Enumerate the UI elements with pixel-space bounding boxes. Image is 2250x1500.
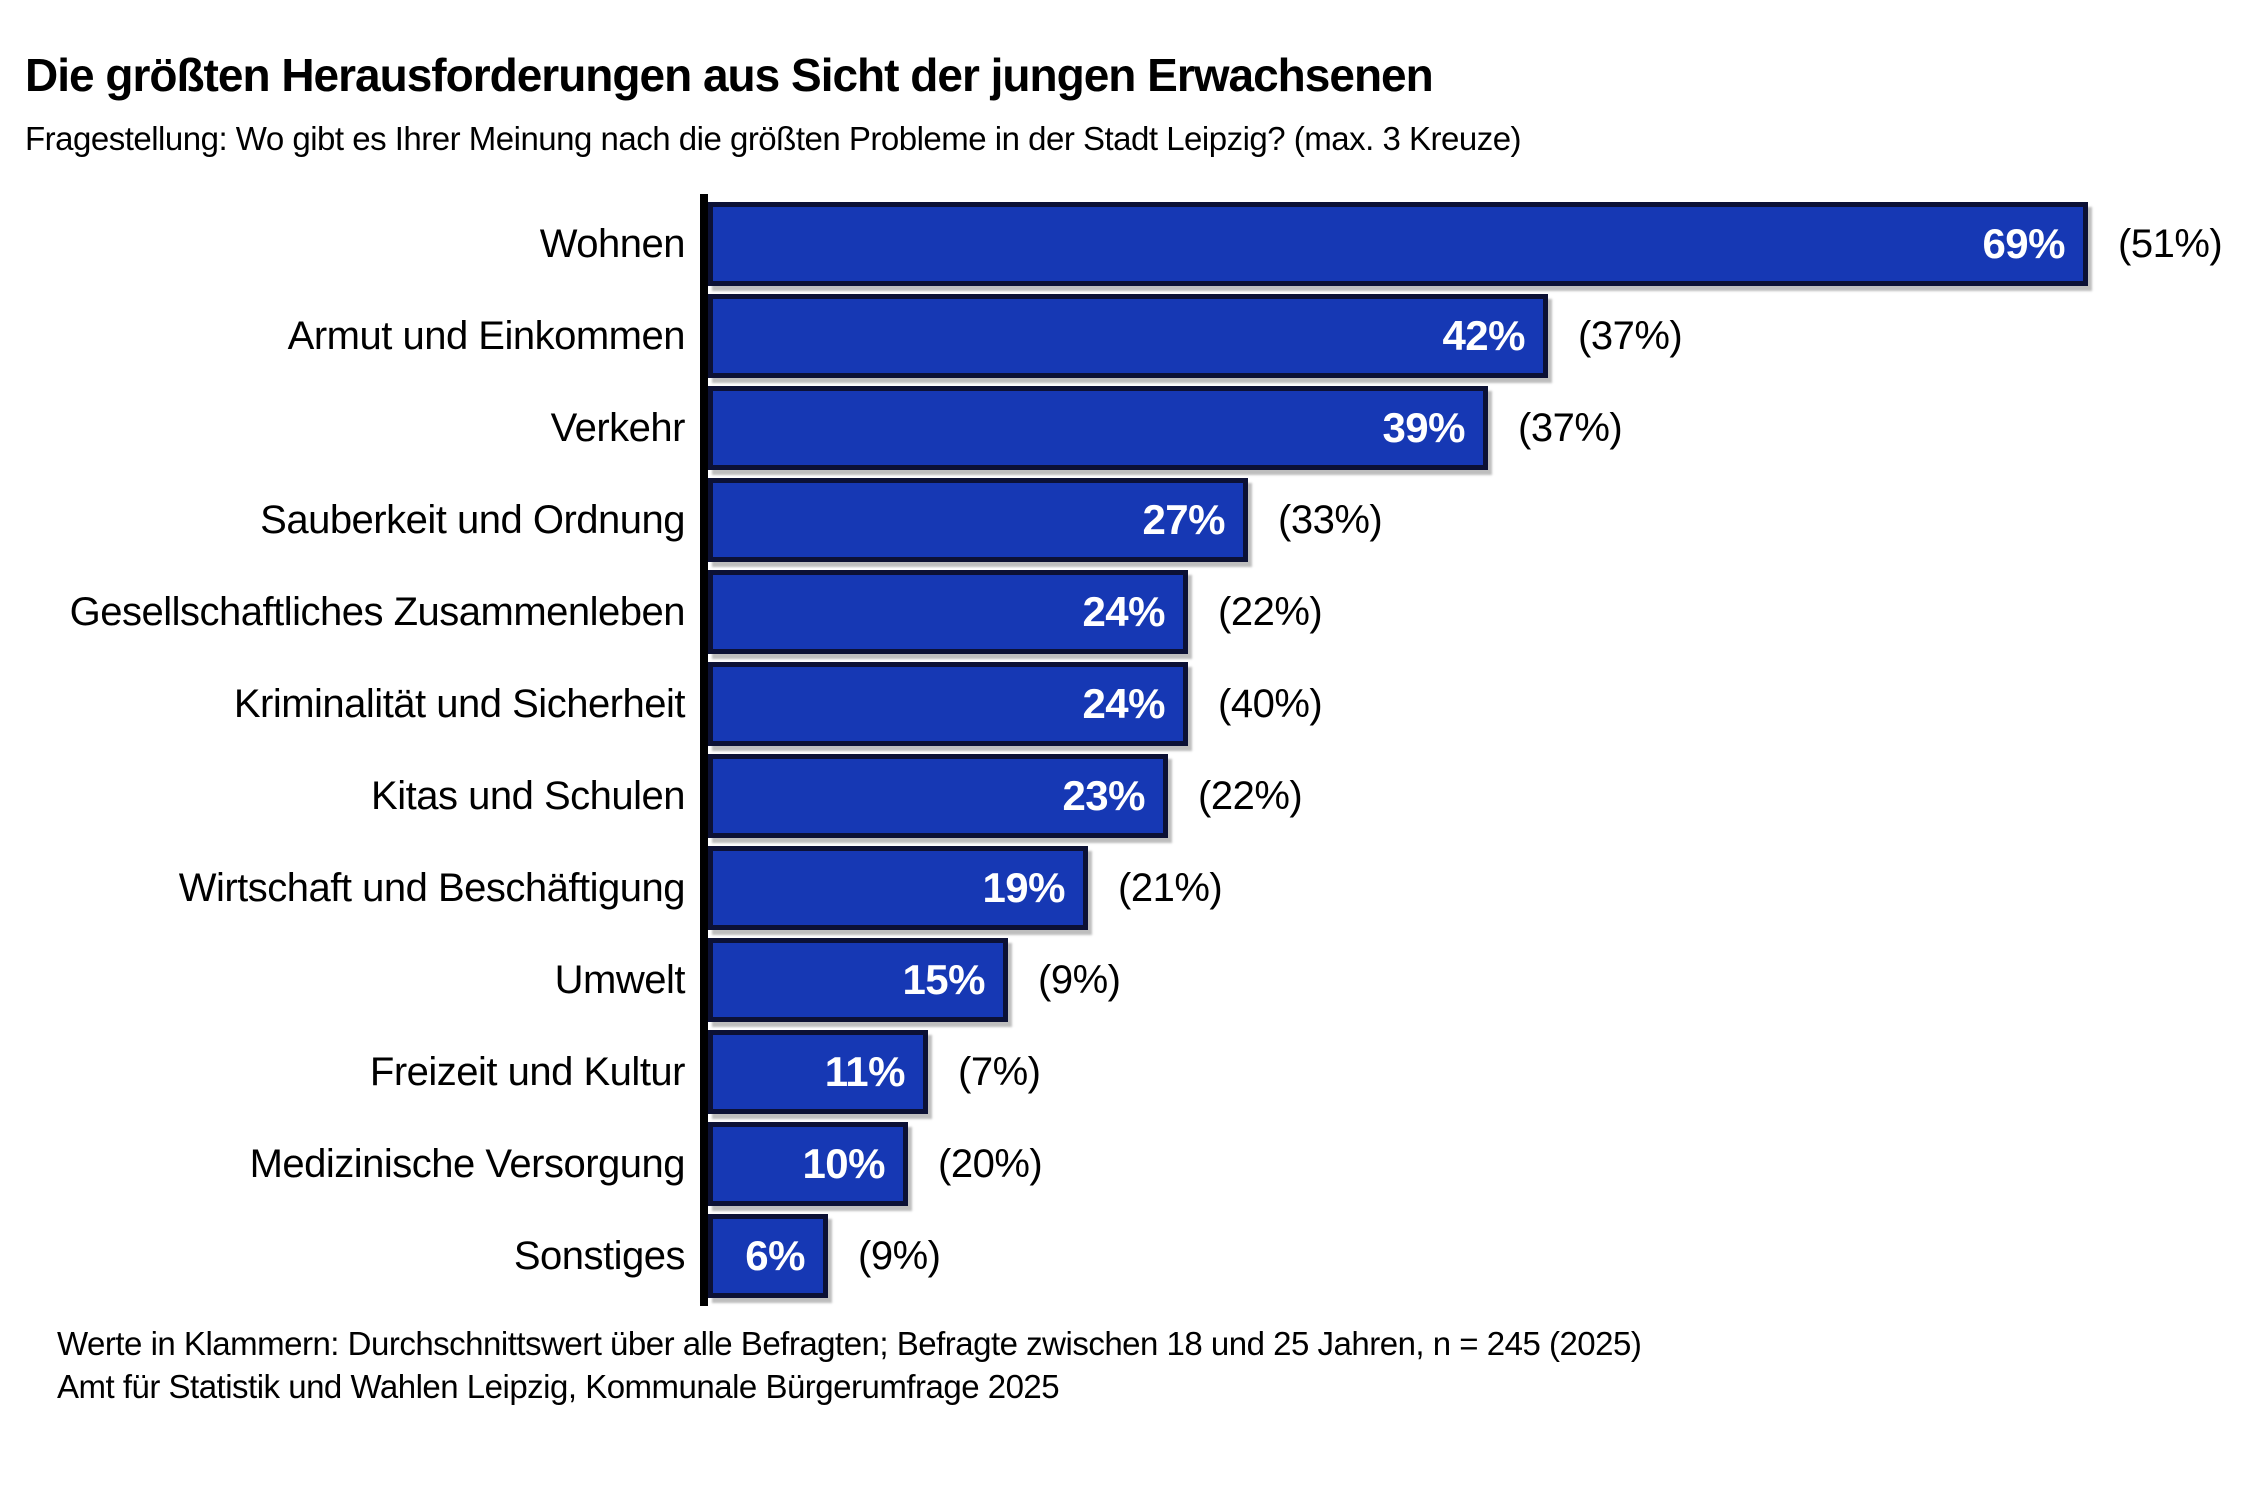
category-label: Armut und Einkommen (287, 313, 686, 358)
bar: 42% (708, 294, 1548, 378)
category-label: Verkehr (550, 405, 686, 450)
average-annotation: (22%) (1198, 773, 1303, 818)
average-annotation: (21%) (1118, 865, 1223, 910)
bar: 11% (708, 1030, 928, 1114)
category-label: Wirtschaft und Beschäftigung (178, 865, 686, 910)
category-label: Sonstiges (513, 1233, 686, 1278)
category-label: Kriminalität und Sicherheit (233, 681, 686, 726)
y-axis-line (700, 194, 708, 1306)
bar-row: Sauberkeit und Ordnung 27% (33%) (0, 474, 2250, 566)
bar: 15% (708, 938, 1008, 1022)
bar: 6% (708, 1214, 828, 1298)
bar-value-label: 15% (902, 956, 985, 1003)
bar-value-label: 39% (1382, 404, 1465, 451)
bar-rows: Wohnen 69% (51%) Armut und Einkommen 42% (37%… (0, 198, 2250, 1302)
bar-value-label: 24% (1082, 588, 1165, 635)
bar: 39% (708, 386, 1488, 470)
bar-zone: 11% (7%) (708, 1030, 2250, 1114)
bar-row: Kitas und Schulen 23% (22%) (0, 750, 2250, 842)
bar-row: Sonstiges 6% (9%) (0, 1210, 2250, 1302)
bar-row: Gesellschaftliches Zusammenleben 24% (22%) (0, 566, 2250, 658)
footnote-line-1: Werte in Klammern: Durchschnittswert übe… (57, 1325, 1642, 1362)
bar-row: Wirtschaft und Beschäftigung 19% (21%) (0, 842, 2250, 934)
bar-row: Wohnen 69% (51%) (0, 198, 2250, 290)
category-label: Umwelt (554, 957, 686, 1002)
bar-value-label: 11% (824, 1048, 906, 1095)
category-label: Kitas und Schulen (371, 773, 685, 818)
category-label: Freizeit und Kultur (369, 1049, 686, 1094)
category-label: Wohnen (539, 221, 686, 266)
average-annotation: (37%) (1578, 313, 1683, 358)
bar: 24% (708, 662, 1188, 746)
bar: 19% (708, 846, 1088, 930)
category-label: Sauberkeit und Ordnung (260, 497, 685, 542)
bar-row: Medizinische Versorgung 10% (20%) (0, 1118, 2250, 1210)
bar-zone: 69% (51%) (708, 202, 2250, 286)
average-annotation: (33%) (1278, 497, 1383, 542)
bar-zone: 19% (21%) (708, 846, 2250, 930)
bar-value-label: 10% (802, 1140, 885, 1187)
average-annotation: (40%) (1218, 681, 1323, 726)
bar-row: Freizeit und Kultur 11% (7%) (0, 1026, 2250, 1118)
bar-value-label: 6% (745, 1232, 805, 1279)
bar-row: Umwelt 15% (9%) (0, 934, 2250, 1026)
bar-value-label: 23% (1062, 772, 1145, 819)
bar-zone: 6% (9%) (708, 1214, 2250, 1298)
bar-row: Verkehr 39% (37%) (0, 382, 2250, 474)
bar-value-label: 27% (1142, 496, 1225, 543)
bar-value-label: 42% (1442, 312, 1525, 359)
average-annotation: (9%) (858, 1233, 941, 1278)
bar-zone: 39% (37%) (708, 386, 2250, 470)
average-annotation: (20%) (938, 1141, 1043, 1186)
bar: 10% (708, 1122, 908, 1206)
bar-zone: 42% (37%) (708, 294, 2250, 378)
average-annotation: (9%) (1038, 957, 1121, 1002)
category-label: Gesellschaftliches Zusammenleben (69, 589, 686, 634)
average-annotation: (22%) (1218, 589, 1323, 634)
chart-footnote: Werte in Klammern: Durchschnittswert übe… (57, 1322, 1642, 1408)
bar-row: Armut und Einkommen 42% (37%) (0, 290, 2250, 382)
bar-zone: 24% (22%) (708, 570, 2250, 654)
category-label: Medizinische Versorgung (249, 1141, 686, 1186)
bar: 69% (708, 202, 2088, 286)
bar-chart: Wohnen 69% (51%) Armut und Einkommen 42% (37%… (0, 194, 2250, 1306)
bar-value-label: 24% (1082, 680, 1165, 727)
bar-value-label: 69% (1982, 220, 2065, 267)
average-annotation: (7%) (958, 1049, 1041, 1094)
bar-row: Kriminalität und Sicherheit 24% (40%) (0, 658, 2250, 750)
chart-title: Die größten Herausforderungen aus Sicht … (25, 49, 1434, 101)
bar: 23% (708, 754, 1168, 838)
bar: 24% (708, 570, 1188, 654)
average-annotation: (37%) (1518, 405, 1623, 450)
bar-zone: 27% (33%) (708, 478, 2250, 562)
bar-zone: 23% (22%) (708, 754, 2250, 838)
bar: 27% (708, 478, 1248, 562)
bar-value-label: 19% (982, 864, 1065, 911)
bar-zone: 24% (40%) (708, 662, 2250, 746)
bar-zone: 10% (20%) (708, 1122, 2250, 1206)
footnote-line-2: Amt für Statistik und Wahlen Leipzig, Ko… (57, 1368, 1060, 1405)
chart-subtitle: Fragestellung: Wo gibt es Ihrer Meinung … (25, 120, 1522, 157)
average-annotation: (51%) (2118, 221, 2223, 266)
bar-zone: 15% (9%) (708, 938, 2250, 1022)
